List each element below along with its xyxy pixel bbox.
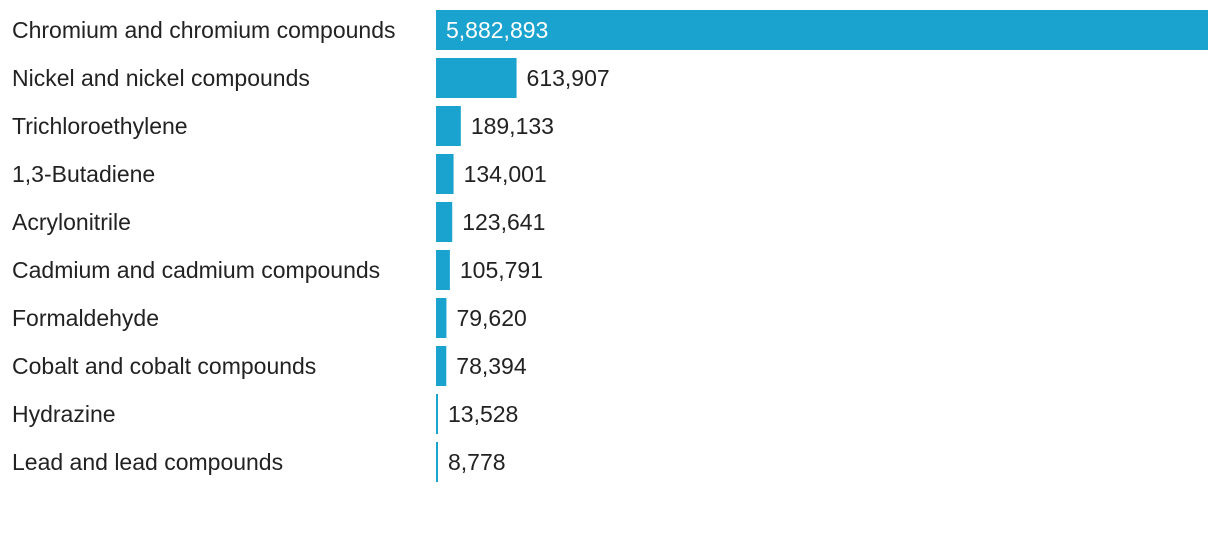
bar: [436, 10, 1208, 50]
category-label: Cadmium and cadmium compounds: [12, 257, 380, 283]
bar: [436, 58, 517, 98]
value-label: 79,620: [456, 305, 526, 331]
category-label: Lead and lead compounds: [12, 449, 283, 475]
category-label: Cobalt and cobalt compounds: [12, 353, 316, 379]
bar: [436, 346, 447, 386]
category-label: Nickel and nickel compounds: [12, 65, 310, 91]
value-label: 123,641: [462, 209, 545, 235]
value-label: 105,791: [460, 257, 543, 283]
category-label: Trichloroethylene: [12, 113, 188, 139]
bar: [436, 394, 438, 434]
value-label: 613,907: [527, 65, 610, 91]
category-label: Hydrazine: [12, 401, 116, 427]
value-label: 134,001: [464, 161, 547, 187]
value-label: 78,394: [456, 353, 527, 379]
bar: [436, 250, 450, 290]
bar: [436, 106, 461, 146]
plot-area: Chromium and chromium compounds 5,882,893…: [12, 10, 1208, 482]
value-label: 13,528: [448, 401, 518, 427]
bar: [436, 298, 447, 338]
bar: [436, 442, 438, 482]
value-label: 189,133: [471, 113, 554, 139]
category-label: Chromium and chromium compounds: [12, 17, 396, 43]
category-label: Acrylonitrile: [12, 209, 131, 235]
bar: [436, 154, 454, 194]
value-label: 8,778: [448, 449, 506, 475]
category-label: Formaldehyde: [12, 305, 159, 331]
bar: [436, 202, 453, 242]
category-label: 1,3-Butadiene: [12, 161, 155, 187]
value-label: 5,882,893: [446, 17, 548, 43]
